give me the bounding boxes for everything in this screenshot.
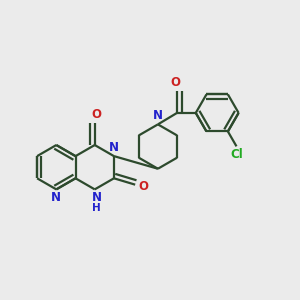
Text: O: O	[170, 76, 180, 89]
Text: N: N	[92, 191, 102, 204]
Text: N: N	[51, 191, 61, 204]
Text: Cl: Cl	[230, 148, 243, 161]
Text: H: H	[92, 203, 101, 213]
Text: O: O	[92, 108, 102, 121]
Text: N: N	[153, 110, 163, 122]
Text: N: N	[109, 141, 119, 154]
Text: O: O	[138, 180, 148, 193]
